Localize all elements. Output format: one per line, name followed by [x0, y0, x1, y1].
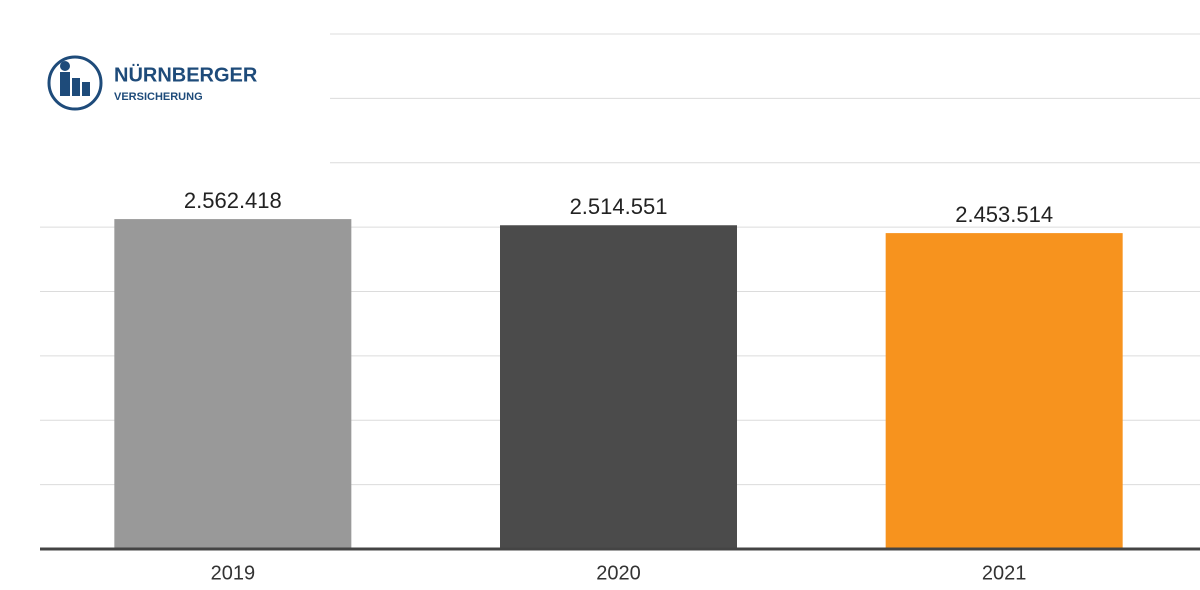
logo-dome: [60, 61, 70, 71]
x-tick-label: 2021: [982, 562, 1027, 584]
logo-tower: [60, 72, 70, 96]
logo: NÜRNBERGER VERSICHERUNG: [47, 55, 258, 111]
value-label: 2.514.551: [570, 194, 668, 219]
logo-ring: [47, 55, 103, 111]
bar: [885, 233, 1123, 549]
logo-name: NÜRNBERGER: [114, 63, 258, 86]
bar: [114, 219, 352, 549]
logo-tower: [82, 82, 90, 96]
logo-subtitle: VERSICHERUNG: [114, 91, 203, 103]
bar: [500, 225, 737, 549]
x-tick-label: 2019: [211, 562, 256, 584]
value-label: 2.562.418: [184, 188, 282, 213]
logo-tower: [72, 78, 80, 96]
value-label: 2.453.514: [955, 202, 1053, 227]
x-tick-label: 2020: [596, 562, 641, 584]
